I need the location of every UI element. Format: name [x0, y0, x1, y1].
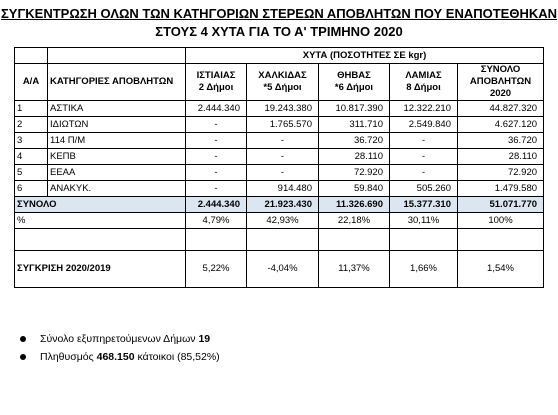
column-header: ΣΥΝΟΛΟ ΑΠΟΒΛΗΤΩΝ 2020: [456, 63, 545, 101]
percent-label: %: [14, 212, 186, 229]
table-cell: -: [246, 164, 319, 181]
column-header: ΚΑΤΗΓΟΡΙΕΣ ΑΠΟΒΛΗΤΩΝ: [47, 63, 186, 101]
table-row: 5 ΕΕΑΑ - -72.920-72.920: [14, 164, 545, 181]
table-cell: 1: [14, 100, 48, 117]
table-row: 1 ΑΣΤΙΚΑ 2.444.340 19.243.380 10.817.390 12.3…: [14, 100, 545, 117]
percent-cell: 42,93%: [246, 212, 319, 229]
bullet-value: 19: [198, 333, 211, 345]
table-cell: 1.765.570: [246, 116, 319, 133]
comparison-label: ΣΥΓΚΡΙΣΗ 2020/2019: [14, 250, 186, 288]
total-cell: 21.923.430: [246, 196, 319, 213]
table-cell: -: [389, 148, 458, 165]
table-row: 4 ΚΕΠΒ - -28.110-28.110: [14, 148, 545, 165]
table-cell: ΕΕΑΑ: [47, 164, 186, 181]
table-cell: 36.720: [318, 132, 390, 149]
table-cell: 1.479.580: [456, 180, 545, 197]
bullet-item: Πληθυσμός 468.150 κάτοικοι (85,52%): [20, 348, 220, 366]
percent-cell: 4,79%: [185, 212, 247, 229]
table-cell: -: [185, 180, 247, 197]
percent-cell: 22,18%: [318, 212, 390, 229]
table-cell: ΑΣΤΙΚΑ: [47, 100, 186, 117]
table-cell: -: [185, 132, 247, 149]
table-cell: 12.322.210: [389, 100, 458, 117]
percent-cell: 30,11%: [389, 212, 458, 229]
table-cell: -: [185, 148, 247, 165]
table-cell: 2.444.340: [185, 100, 247, 117]
column-header: ΧΑΛΚΙΔΑΣ *5 Δήμοι: [246, 63, 319, 101]
percent-row: % 4,79% 42,93% 22,18% 30,11% 100%: [14, 212, 545, 229]
table-cell: -: [389, 132, 458, 149]
table-cell: 2: [14, 116, 48, 133]
table-cell: 4: [14, 148, 48, 165]
total-cell: 2.444.340: [185, 196, 247, 213]
table-cell: 72.920: [456, 164, 545, 181]
column-header: ΘΗΒΑΣ *6 Δήμοι: [318, 63, 390, 101]
table-cell: 505.260: [389, 180, 458, 197]
waste-summary-table: ΧΥΤΑ (ΠΟΣΟΤΗΤΕΣ ΣΕ kgr) Α/Α ΚΑΤΗΓΟΡΙΕΣ ΑΠ…: [14, 47, 545, 288]
table-cell: 914.480: [246, 180, 319, 197]
percent-cell: 100%: [456, 212, 545, 229]
total-cell: 11.326.690: [318, 196, 390, 213]
title-line-1: ΣΥΓΚΕΝΤΡΩΣΗ ΟΛΩΝ ΤΩΝ ΚΑΤΗΓΟΡΙΩΝ ΣΤΕΡΕΩΝ …: [0, 6, 558, 21]
column-header: ΛΑΜΙΑΣ 8 Δήμοι: [389, 63, 458, 101]
column-header-row: Α/Α ΚΑΤΗΓΟΡΙΕΣ ΑΠΟΒΛΗΤΩΝ ΙΣΤΙΑΙΑΣ 2 Δήμοι ΧΑ…: [14, 63, 545, 101]
comparison-row: ΣΥΓΚΡΙΣΗ 2020/2019 5,22% -4,04% 11,37% 1,66%…: [14, 250, 545, 288]
table-row: 6 ΑΝΑΚΥΚ. -914.480 59.840 505.260 1.479.580: [14, 180, 545, 197]
summary-bullets: Σύνολο εξυπηρετούμενων Δήμων 19 Πληθυσμός…: [20, 330, 220, 366]
comparison-cell: -4,04%: [246, 250, 319, 288]
table-cell: ΚΕΠΒ: [47, 148, 186, 165]
table-cell: 4.627.120: [456, 116, 545, 133]
total-label: ΣΥΝΟΛΟ: [14, 196, 186, 213]
total-row: ΣΥΝΟΛΟ 2.444.340 21.923.430 11.326.690 15.37…: [14, 196, 545, 213]
table-body: 1 ΑΣΤΙΚΑ 2.444.340 19.243.380 10.817.390 12.3…: [14, 100, 545, 197]
table-row: 3 114 Π/Μ - -36.720-36.720: [14, 132, 545, 149]
bullet-value: 468.150: [96, 351, 135, 363]
column-header: ΙΣΤΙΑΙΑΣ 2 Δήμοι: [185, 63, 247, 101]
table-cell: 5: [14, 164, 48, 181]
title-line-2: ΣΤΟΥΣ 4 ΧΥΤΑ ΓΙΑ ΤΟ Α' ΤΡΙΜΗΝΟ 2020: [155, 24, 403, 39]
table-cell: 28.110: [318, 148, 390, 165]
table-cell: 44.827.320: [456, 100, 545, 117]
table-cell: 10.817.390: [318, 100, 390, 117]
bullet-item: Σύνολο εξυπηρετούμενων Δήμων 19: [20, 330, 220, 348]
table-cell: 59.840: [318, 180, 390, 197]
table-cell: 28.110: [456, 148, 545, 165]
table-cell: ΑΝΑΚΥΚ.: [47, 180, 186, 197]
bullet-icon: [20, 336, 26, 342]
comparison-cell: 11,37%: [318, 250, 390, 288]
table-cell: ΙΔΙΩΤΩΝ: [47, 116, 186, 133]
bullet-icon: [20, 354, 26, 360]
total-cell: 15.377.310: [389, 196, 458, 213]
table-cell: -: [185, 116, 247, 133]
column-header: Α/Α: [14, 63, 48, 101]
comparison-cell: 5,22%: [185, 250, 247, 288]
table-row: 2 ΙΔΙΩΤΩΝ -1.765.570 311.710 2.549.840 4.627.…: [14, 116, 545, 133]
comparison-cell: 1,54%: [456, 250, 545, 288]
table-cell: 36.720: [456, 132, 545, 149]
table-cell: 2.549.840: [389, 116, 458, 133]
table-cell: 311.710: [318, 116, 390, 133]
table-cell: -: [246, 132, 319, 149]
table-cell: 3: [14, 132, 48, 149]
table-cell: -: [246, 148, 319, 165]
total-cell: 51.071.770: [456, 196, 545, 213]
table-cell: -: [185, 164, 247, 181]
group-header: ΧΥΤΑ (ΠΟΣΟΤΗΤΕΣ ΣΕ kgr): [184, 47, 545, 64]
comparison-cell: 1,66%: [389, 250, 458, 288]
table-cell: 72.920: [318, 164, 390, 181]
table-cell: 19.243.380: [246, 100, 319, 117]
spacer-row: [14, 228, 545, 251]
table-cell: 6: [14, 180, 48, 197]
table-cell: -: [389, 164, 458, 181]
table-cell: 114 Π/Μ: [47, 132, 186, 149]
